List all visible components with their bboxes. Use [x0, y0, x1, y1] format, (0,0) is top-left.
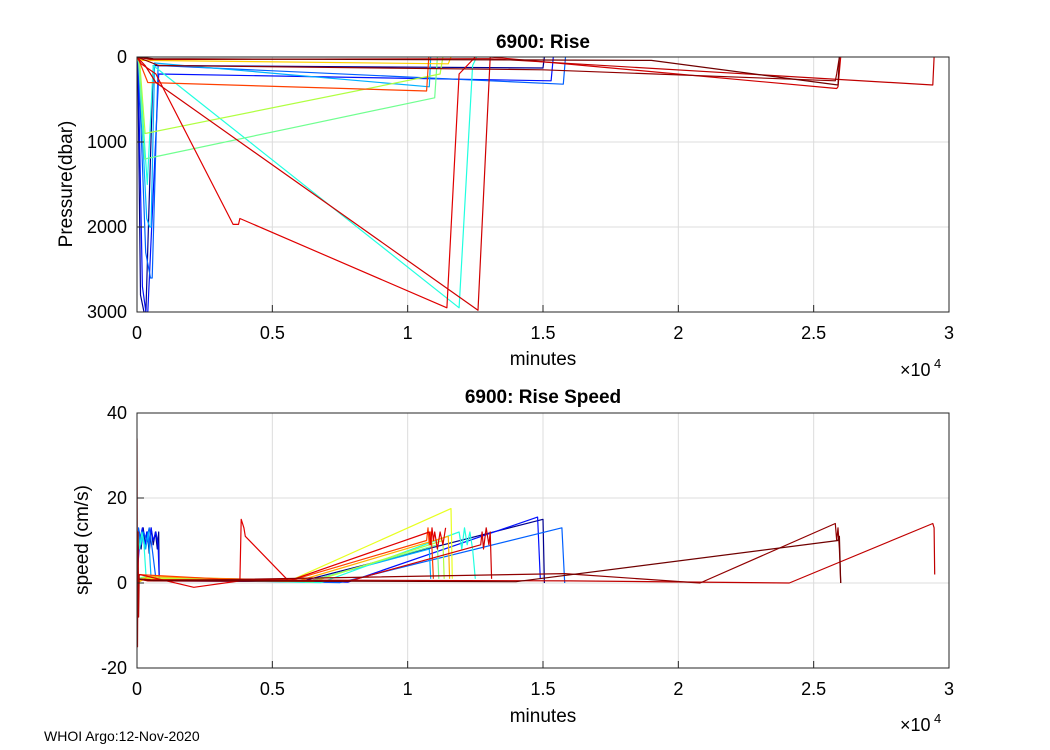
rise-chart-series-p13 [137, 57, 840, 82]
rise-speed-chart-xtick-label-2: 1 [403, 679, 413, 699]
rise-chart-ticks: 0 0.5 1 1.5 2 2.5 3 0 1000 2000 3000 [87, 47, 954, 343]
rise-speed-chart-ytick-label-2: 20 [107, 488, 127, 508]
rise-speed-chart-title: 6900: Rise Speed [465, 387, 621, 408]
rise-chart-xlabel: minutes [510, 349, 577, 370]
rise-speed-chart-xlabel: minutes [510, 706, 577, 727]
rise-chart: 6900: Rise 0 0.5 1 1.5 2 2.5 3 0 1000 2000 3000 mi… [56, 32, 954, 380]
rise-speed-chart-xtick-label-3: 1.5 [530, 679, 555, 699]
rise-speed-chart-ytick-label-3: 40 [107, 403, 127, 423]
rise-chart-xtick-label-2: 1 [403, 323, 413, 343]
rise-chart-series-p11 [137, 57, 842, 311]
rise-chart-series-p03 [137, 57, 567, 279]
rise-speed-chart-series-s11 [137, 518, 447, 588]
rise-speed-chart-series-s15 [137, 535, 842, 584]
rise-chart-xtick-label-5: 2.5 [801, 323, 826, 343]
rise-chart-series-p14 [137, 57, 840, 86]
rise-speed-chart-series-s13 [137, 522, 936, 584]
rise-speed-chart-series-s14 [137, 522, 842, 584]
rise-chart-x-exponent-base: ×10 [900, 360, 931, 380]
rise-speed-chart-x-exponent: ×10 4 [900, 711, 941, 735]
rise-chart-ytick-label-3: 3000 [87, 302, 127, 322]
rise-speed-chart-ylabel: speed (cm/s) [72, 485, 93, 595]
rise-speed-chart-x-exponent-base: ×10 [900, 715, 931, 735]
rise-speed-chart-xtick-label-6: 3 [944, 679, 954, 699]
rise-chart-series-p12 [137, 57, 935, 86]
rise-speed-chart-ytick-label-1: 0 [117, 573, 127, 593]
rise-chart-x-exponent-power: 4 [934, 356, 941, 371]
rise-speed-chart-xtick-label-0: 0 [132, 679, 142, 699]
rise-speed-chart-ytick-label-0: -20 [101, 658, 127, 678]
rise-speed-chart-series-s03 [137, 527, 566, 584]
rise-chart-series [137, 57, 935, 312]
rise-chart-xtick-label-0: 0 [132, 323, 142, 343]
rise-speed-chart-xtick-label-1: 0.5 [260, 679, 285, 699]
rise-speed-chart-x-exponent-power: 4 [934, 711, 941, 726]
rise-chart-series-p02 [137, 57, 554, 312]
rise-chart-xtick-label-4: 2 [673, 323, 683, 343]
rise-chart-ytick-label-2: 2000 [87, 217, 127, 237]
rise-chart-x-exponent: ×10 4 [900, 356, 941, 380]
rise-chart-xtick-label-1: 0.5 [260, 323, 285, 343]
rise-chart-ylabel: Pressure(dbar) [56, 121, 77, 248]
rise-chart-xtick-label-3: 1.5 [530, 323, 555, 343]
rise-speed-chart-xtick-label-5: 2.5 [801, 679, 826, 699]
rise-speed-chart-xtick-label-4: 2 [673, 679, 683, 699]
rise-chart-ytick-label-1: 1000 [87, 132, 127, 152]
rise-chart-xtick-label-6: 3 [944, 323, 954, 343]
rise-speed-chart-series [137, 438, 936, 648]
rise-chart-title: 6900: Rise [496, 32, 590, 53]
footer-credit: WHOI Argo:12-Nov-2020 [44, 728, 200, 744]
rise-chart-ytick-label-0: 0 [117, 47, 127, 67]
